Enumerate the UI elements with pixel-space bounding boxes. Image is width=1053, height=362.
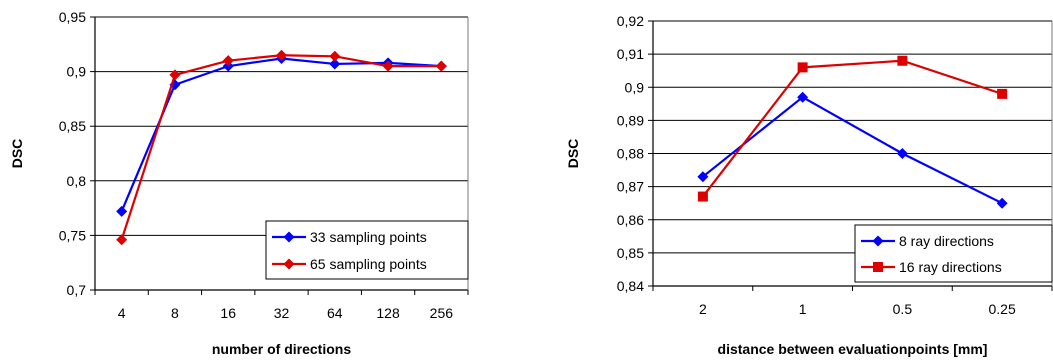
data-point-series-2 bbox=[997, 88, 1008, 99]
data-point-series-2 bbox=[222, 55, 234, 67]
series-line-1 bbox=[702, 95, 1003, 205]
y-axis-label: DSC bbox=[9, 139, 25, 169]
y-tick-label: 0,85 bbox=[59, 118, 86, 134]
series-line-2 bbox=[702, 59, 1003, 198]
data-point-series-1 bbox=[329, 58, 341, 70]
x-tick-label: 64 bbox=[327, 305, 343, 321]
legend-entry: 65 sampling points bbox=[310, 256, 427, 272]
x-tick-label: 32 bbox=[274, 305, 290, 321]
data-point-series-1 bbox=[996, 197, 1008, 209]
y-tick-label: 0,84 bbox=[617, 278, 644, 294]
chart-number-of-directions: 0,7 0,75 0,8 0,85 0,9 0,95 4 8 16 32 64 128 256 DSC nu… bbox=[9, 9, 469, 357]
legend-swatch-marker bbox=[873, 262, 883, 272]
x-axis-label: number of directions bbox=[212, 341, 351, 357]
y-tick-label: 0,9 bbox=[67, 64, 87, 80]
y-tick-label: 0,7 bbox=[67, 282, 87, 298]
x-tick-label: 8 bbox=[171, 305, 179, 321]
x-tick-label: 16 bbox=[220, 305, 236, 321]
x-tick-label: 256 bbox=[430, 305, 454, 321]
data-point-series-1 bbox=[797, 91, 809, 103]
data-point-series-2 bbox=[276, 49, 287, 61]
series-line-2 bbox=[120, 54, 442, 241]
data-point-series-1 bbox=[896, 148, 908, 159]
legend-swatch-marker bbox=[872, 235, 884, 247]
data-point-series-2 bbox=[697, 191, 708, 202]
data-point-series-1 bbox=[116, 205, 128, 217]
x-tick-label: 0.25 bbox=[989, 301, 1016, 317]
y-tick-label: 0,95 bbox=[59, 9, 86, 25]
x-tick-label: 2 bbox=[699, 301, 707, 317]
legend-entry: 33 sampling points bbox=[310, 229, 427, 245]
legend-box bbox=[265, 220, 469, 280]
legend-entry: 16 ray directions bbox=[899, 259, 1002, 275]
data-point-series-2 bbox=[382, 60, 394, 72]
y-tick-label: 0,92 bbox=[617, 13, 644, 29]
data-point-series-2 bbox=[116, 234, 128, 246]
data-point-series-2 bbox=[797, 62, 808, 73]
x-tick-label: 4 bbox=[118, 305, 126, 321]
y-tick-label: 0,85 bbox=[617, 245, 644, 261]
data-point-series-2 bbox=[897, 55, 908, 66]
y-tick-label: 0,86 bbox=[617, 212, 644, 228]
y-tick-label: 0,75 bbox=[59, 227, 86, 243]
x-axis-label: distance between evaluationpoints [mm] bbox=[718, 341, 988, 357]
y-tick-label: 0,91 bbox=[617, 46, 644, 62]
x-tick-label: 0.5 bbox=[893, 301, 913, 317]
y-tick-label: 0,89 bbox=[617, 112, 644, 128]
y-tick-label: 0,9 bbox=[625, 79, 645, 95]
data-point-series-2 bbox=[329, 50, 341, 62]
chart-distance-between-evaluation-points: 0,84 0,85 0,86 0,87 0,88 0,89 0,9 0,91 0,92 2 1 0.5… bbox=[565, 13, 1053, 357]
data-point-series-2 bbox=[169, 69, 181, 81]
legend-swatch-marker bbox=[283, 231, 295, 243]
x-tick-label: 128 bbox=[376, 305, 400, 321]
legend-box bbox=[854, 224, 1053, 283]
y-axis-label: DSC bbox=[565, 139, 581, 169]
data-point-series-1 bbox=[697, 171, 709, 183]
y-tick-label: 0,88 bbox=[617, 146, 644, 162]
series-line-1 bbox=[120, 57, 442, 212]
y-tick-label: 0,87 bbox=[617, 179, 644, 195]
legend-swatch-marker bbox=[283, 258, 295, 270]
y-tick-label: 0,8 bbox=[67, 173, 87, 189]
x-tick-label: 1 bbox=[799, 301, 807, 317]
data-point-series-2 bbox=[435, 60, 447, 72]
legend-entry: 8 ray directions bbox=[899, 233, 994, 249]
